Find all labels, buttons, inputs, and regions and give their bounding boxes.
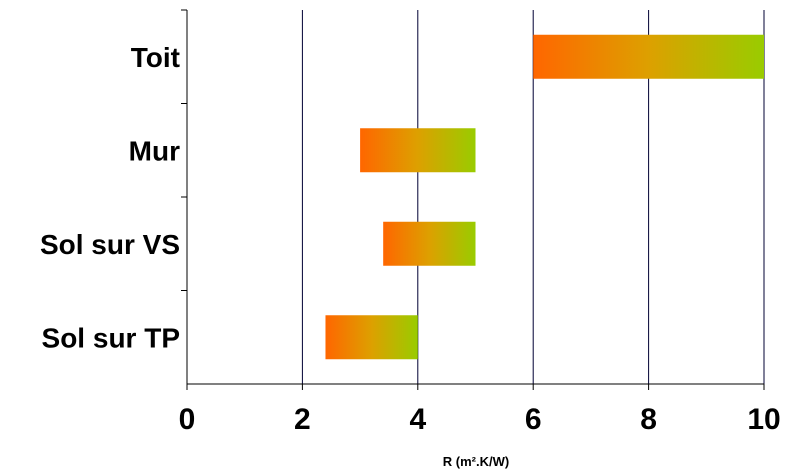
range-bar-mur xyxy=(360,128,476,173)
range-bar-toit xyxy=(533,34,764,79)
x-tick-label: 10 xyxy=(747,403,780,436)
x-tick-label: 4 xyxy=(409,403,426,436)
x-tick-label: 8 xyxy=(640,403,657,436)
x-tick-label: 2 xyxy=(294,403,311,436)
range-bar-sol-sur-tp xyxy=(325,315,418,360)
x-axis-title: R (m².K/W) xyxy=(443,454,509,469)
category-label: Mur xyxy=(129,135,180,166)
axes xyxy=(181,9,765,390)
category-label: Sol sur TP xyxy=(42,322,180,353)
labels: 0 2 4 6 8 10 Toit Mur Sol sur VS Sol sur TP xyxy=(40,42,781,436)
category-label: Sol sur VS xyxy=(40,229,180,260)
x-tick-label: 6 xyxy=(525,403,542,436)
range-bar-sol-sur-vs xyxy=(383,221,476,266)
bars xyxy=(325,34,764,360)
category-label: Toit xyxy=(131,42,180,73)
x-tick-label: 0 xyxy=(179,403,196,436)
